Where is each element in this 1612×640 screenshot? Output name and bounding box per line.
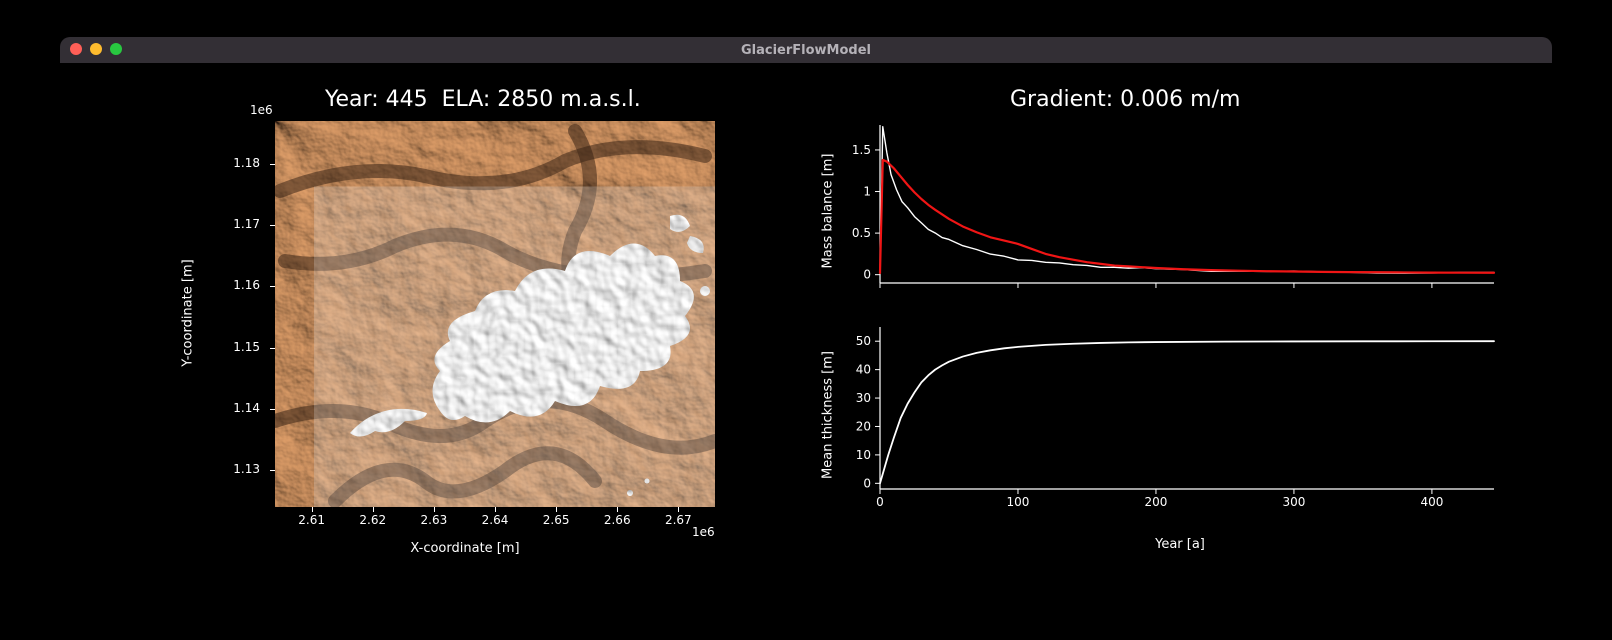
app-window: GlacierFlowModel Year: 445 ELA: 2850 m.a…	[60, 37, 1552, 557]
dem-ytick-mark	[270, 409, 275, 410]
ytick-label: 1	[863, 185, 871, 199]
xtick-label: 0	[876, 495, 884, 509]
dem-ytick-label: 1.15	[210, 340, 260, 354]
dem-y-exponent: 1e6	[250, 103, 273, 117]
dem-ytick-mark	[270, 225, 275, 226]
zoom-icon[interactable]	[110, 43, 122, 55]
close-icon[interactable]	[70, 43, 82, 55]
dem-xtick-label: 2.65	[543, 513, 570, 527]
dem-ylabel: Y-coordinate [m]	[181, 259, 196, 366]
dem-xtick-label: 2.62	[359, 513, 386, 527]
ytick-label: 10	[856, 448, 871, 462]
dem-ytick-mark	[270, 286, 275, 287]
titlebar[interactable]: GlacierFlowModel	[60, 37, 1552, 63]
xtick-label: 100	[1007, 495, 1030, 509]
ytick-label: 20	[856, 419, 871, 433]
dem-ytick-mark	[270, 348, 275, 349]
dem-ytick-label: 1.14	[210, 401, 260, 415]
dem-xlabel: X-coordinate [m]	[410, 541, 519, 556]
dem-title: Year: 445 ELA: 2850 m.a.s.l.	[325, 87, 641, 112]
traffic-lights	[70, 43, 122, 55]
thickness-chart: 010203040500100200300400	[860, 323, 1500, 507]
thickness-ylabel: Mean thickness [m]	[821, 351, 836, 479]
series-ablation	[880, 160, 1494, 273]
xtick-label: 300	[1282, 495, 1305, 509]
dem-panel: Year: 445 ELA: 2850 m.a.s.l. 1.13 1.14 1.1…	[60, 63, 760, 557]
dem-ytick-label: 1.17	[210, 217, 260, 231]
xtick-label: 400	[1420, 495, 1443, 509]
ytick-label: 40	[856, 363, 871, 377]
dem-xtick-label: 2.63	[421, 513, 448, 527]
dem-ytick-label: 1.18	[210, 156, 260, 170]
ytick-label: 1.5	[852, 143, 871, 157]
thickness-svg: 010203040500100200300400	[860, 323, 1500, 507]
mass-balance-svg: 00.511.5	[860, 121, 1500, 301]
chart-xlabel: Year [a]	[1155, 537, 1205, 552]
mass-balance-chart: 00.511.5	[860, 121, 1500, 301]
dem-xtick-mark	[373, 507, 374, 512]
dem-xtick-mark	[617, 507, 618, 512]
ytick-label: 0	[863, 268, 871, 282]
dem-xtick-label: 2.64	[482, 513, 509, 527]
dem-xtick-label: 2.66	[604, 513, 631, 527]
dem-image	[275, 121, 715, 507]
dem-xtick-mark	[495, 507, 496, 512]
ytick-label: 30	[856, 391, 871, 405]
dem-xtick-label: 2.67	[665, 513, 692, 527]
dem-ytick-label: 1.13	[210, 462, 260, 476]
dem-xtick-label: 2.61	[298, 513, 325, 527]
series-thickness	[880, 341, 1494, 483]
dem-xtick-mark	[312, 507, 313, 512]
dem-xtick-mark	[556, 507, 557, 512]
xtick-label: 200	[1145, 495, 1168, 509]
dem-x-exponent: 1e6	[692, 525, 715, 539]
ytick-label: 50	[856, 334, 871, 348]
dem-ytick-label: 1.16	[210, 278, 260, 292]
window-title: GlacierFlowModel	[741, 43, 871, 58]
dem-ytick-mark	[270, 470, 275, 471]
series-accumulation	[880, 127, 1494, 273]
terrain-svg	[275, 121, 715, 507]
content-area: Year: 445 ELA: 2850 m.a.s.l. 1.13 1.14 1.1…	[60, 63, 1552, 557]
chart-panel: Gradient: 0.006 m/m 00.511.5 Mass balanc…	[760, 63, 1552, 557]
chart-title: Gradient: 0.006 m/m	[1010, 87, 1240, 112]
mass-balance-ylabel: Mass balance [m]	[821, 154, 836, 269]
dem-ytick-mark	[270, 164, 275, 165]
ytick-label: 0	[863, 476, 871, 490]
dem-xtick-mark	[434, 507, 435, 512]
stage: GlacierFlowModel Year: 445 ELA: 2850 m.a…	[0, 0, 1612, 640]
minimize-icon[interactable]	[90, 43, 102, 55]
ytick-label: 0.5	[852, 226, 871, 240]
dem-xtick-mark	[678, 507, 679, 512]
